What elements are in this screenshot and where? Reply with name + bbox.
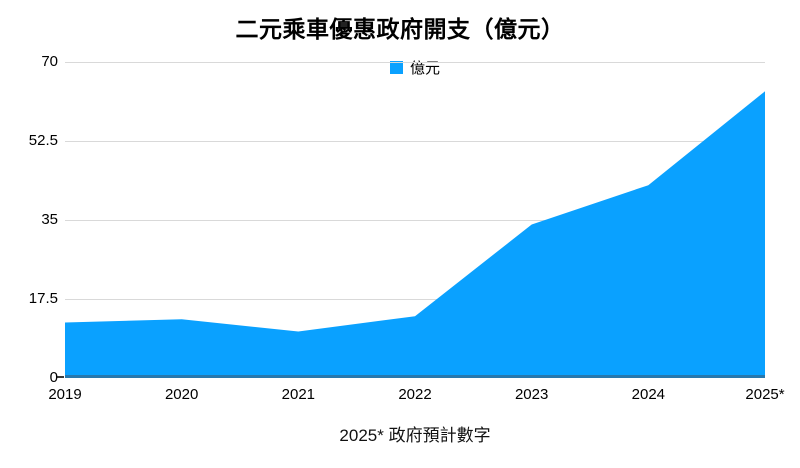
y-tick-label: 70: [41, 53, 58, 70]
y-axis-labels: 0 17.5 35 52.5 70: [3, 53, 58, 386]
gridline: [65, 219, 765, 221]
x-tick-label: 2023: [514, 386, 549, 403]
chart-title: 二元乘車優惠政府開支（億元）: [235, 16, 565, 42]
x-tick-label: 2022: [398, 386, 432, 403]
y-tick-label: 35: [41, 211, 58, 228]
x-axis-line: [65, 375, 765, 378]
gridline: [65, 298, 765, 300]
area-series: [65, 91, 765, 378]
legend: 億元: [65, 59, 765, 77]
x-tick-label: 2024: [631, 386, 666, 403]
legend-label: 億元: [409, 59, 440, 77]
legend-swatch-icon: [389, 60, 403, 74]
x-tick-label: 2019: [48, 386, 82, 403]
x-axis-labels: 2019 2020 2021 2022 2023 2024 2025*: [48, 386, 784, 406]
x-tick-label: 2025*: [745, 386, 785, 403]
gridline: [65, 61, 765, 63]
y-tick-label: 17.5: [28, 290, 58, 307]
footnote: 2025* 政府預計數字: [339, 426, 491, 445]
area-polygon: [65, 91, 765, 378]
y-tick-label: 52.5: [28, 132, 58, 149]
plot-area: [57, 61, 765, 378]
zero-tick: [57, 376, 64, 378]
x-tick-label: 2021: [281, 386, 316, 403]
x-tick-label: 2020: [164, 386, 199, 403]
gridline: [65, 140, 765, 142]
y-tick-label: 0: [49, 369, 58, 386]
